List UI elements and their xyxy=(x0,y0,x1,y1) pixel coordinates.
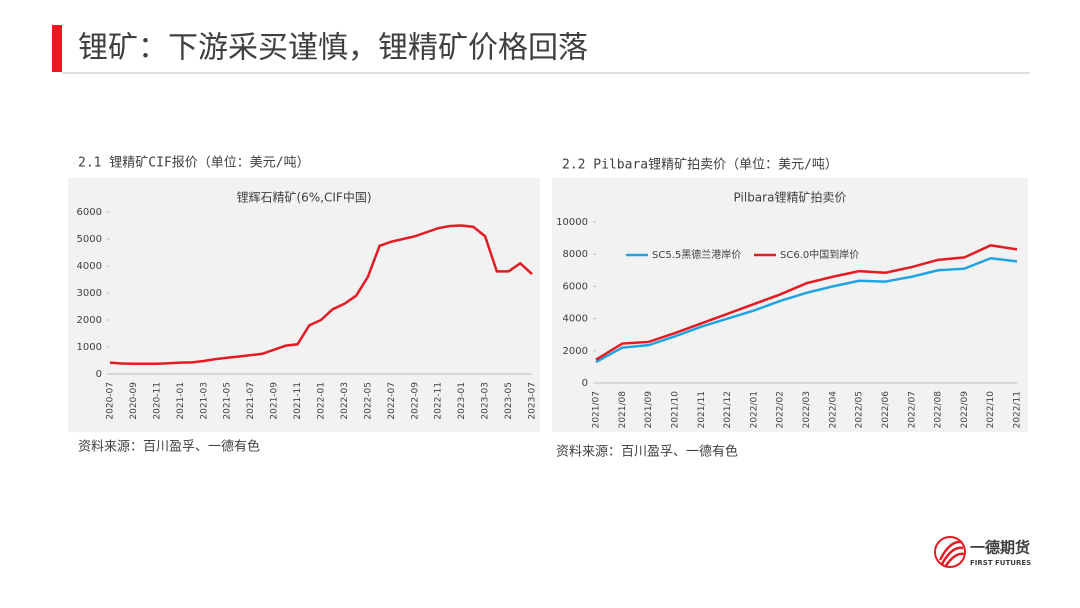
x-tick-label: 2022/08 xyxy=(934,391,944,429)
x-tick-label: 2021-03 xyxy=(199,382,209,420)
x-tick-label: 2021/12 xyxy=(723,391,733,428)
x-tick-label: 2021-01 xyxy=(176,382,186,420)
x-tick-label: 2022/11 xyxy=(1013,391,1023,428)
x-tick-label: 2020-11 xyxy=(152,382,162,420)
y-tick-label: 2000 xyxy=(77,315,102,326)
x-tick-label: 2022/07 xyxy=(907,391,917,428)
chart-title: Pilbara锂精矿拍卖价 xyxy=(734,190,847,205)
chart-panel xyxy=(552,178,1028,432)
y-tick-label: 6000 xyxy=(77,207,102,218)
y-tick-label: 0 xyxy=(582,378,588,389)
y-tick-label: 4000 xyxy=(77,261,102,272)
series-line xyxy=(109,224,533,365)
x-tick-label: 2021/07 xyxy=(592,391,602,428)
x-tick-label: 2022/05 xyxy=(855,391,865,428)
x-tick-label: 2021-09 xyxy=(270,382,280,420)
section-title: 2.1 锂精矿CIF报价（单位：美元/吨） xyxy=(78,156,310,171)
x-tick-label: 2022/04 xyxy=(828,391,838,429)
x-tick-label: 2023-05 xyxy=(504,382,514,420)
logo-english: FIRST FUTURES xyxy=(970,559,1031,567)
logo-stripes xyxy=(938,540,965,568)
series-line xyxy=(595,256,1018,364)
x-tick-label: 2022-07 xyxy=(387,382,397,420)
y-tick-label: 3000 xyxy=(77,288,102,299)
x-tick-label: 2022-01 xyxy=(317,382,327,420)
x-tick-label: 2020-09 xyxy=(129,382,139,420)
legend-label: SC5.5黑德兰港岸价 xyxy=(652,248,741,261)
slide-title: 锂矿：下游采买谨慎，锂精矿价格回落 xyxy=(78,31,588,66)
x-tick-label: 2022/02 xyxy=(776,391,786,428)
y-tick-label: 4000 xyxy=(563,314,588,325)
x-tick-label: 2021/09 xyxy=(644,391,654,429)
x-tick-label: 2021-05 xyxy=(223,382,233,420)
logo-ring xyxy=(934,536,966,568)
x-tick-label: 2023-01 xyxy=(457,382,467,420)
chart-title: 锂辉石精矿(6%,CIF中国) xyxy=(236,190,371,205)
series-line xyxy=(595,244,1018,361)
x-tick-label: 2022-09 xyxy=(410,382,420,420)
section-title: 2.2 Pilbara锂精矿拍卖价（单位：美元/吨） xyxy=(562,158,838,173)
x-tick-label: 2020-07 xyxy=(106,382,116,420)
logo-name: 一德期货 xyxy=(970,539,1030,557)
x-tick-label: 2021/08 xyxy=(618,391,628,429)
x-tick-label: 2022/09 xyxy=(960,391,970,429)
logo: 一德期货 FIRST FUTURES xyxy=(934,536,1031,568)
x-tick-label: 2021-11 xyxy=(293,382,303,420)
y-tick-label: 1000 xyxy=(77,342,102,353)
x-tick-label: 2022/06 xyxy=(881,391,891,429)
x-tick-label: 2021/11 xyxy=(697,391,707,428)
chart-panel xyxy=(68,178,540,432)
title-bar xyxy=(52,25,62,72)
x-tick-label: 2023-03 xyxy=(481,382,491,420)
source-note: 资料来源：百川盈孚、一德有色 xyxy=(78,439,260,455)
y-tick-label: 0 xyxy=(96,369,102,380)
x-tick-label: 2022/03 xyxy=(802,391,812,428)
x-tick-label: 2022/10 xyxy=(986,391,996,429)
y-tick-label: 6000 xyxy=(563,281,588,292)
source-note: 资料来源：百川盈孚、一德有色 xyxy=(556,444,738,460)
y-tick-label: 8000 xyxy=(563,249,588,260)
y-tick-label: 2000 xyxy=(563,346,588,357)
y-tick-label: 10000 xyxy=(556,217,588,228)
x-tick-label: 2022/01 xyxy=(749,391,759,428)
x-tick-label: 2021/10 xyxy=(670,391,680,429)
x-tick-label: 2022-03 xyxy=(340,382,350,420)
x-tick-label: 2022-11 xyxy=(434,382,444,420)
x-tick-label: 2021-07 xyxy=(246,382,256,420)
x-tick-label: 2022-05 xyxy=(363,382,373,420)
legend-label: SC6.0中国到岸价 xyxy=(780,248,859,261)
x-tick-label: 2023-07 xyxy=(528,382,538,420)
y-tick-label: 5000 xyxy=(77,234,102,245)
